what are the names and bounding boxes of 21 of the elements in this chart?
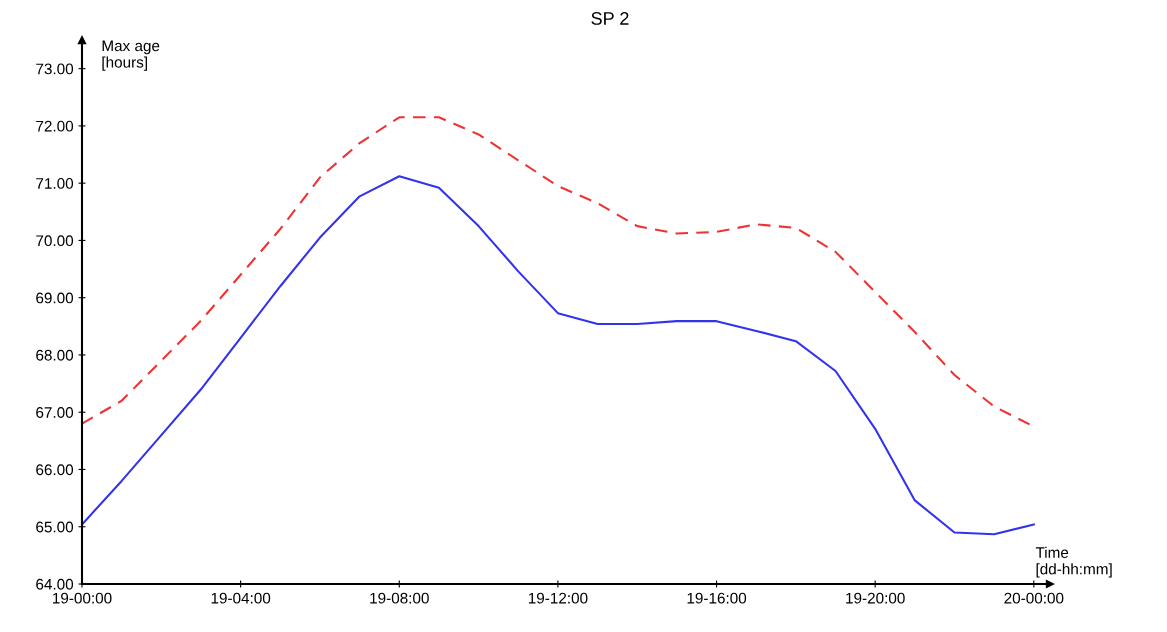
y-tick-label: 72.00 [36, 120, 74, 132]
x-tick-label: 19-04:00 [211, 592, 271, 604]
x-tick-label: 19-20:00 [846, 592, 905, 604]
y-tick-label: 66.00 [36, 464, 74, 476]
y-tick-label: 67.00 [36, 407, 74, 418]
y-tick-label: 70.00 [36, 235, 74, 247]
x-axis-title: Time [dd-hh:mm] [1035, 546, 1112, 578]
y-tick-label: 71.00 [36, 178, 74, 189]
line-series [82, 175, 1035, 536]
chart-title: SP 2 [591, 12, 629, 25]
y-tick-label: 73.00 [36, 63, 74, 75]
y-tick-label: 68.00 [36, 349, 74, 361]
x-tick-label: 19-12:00 [528, 592, 588, 604]
x-tick-label: 20-00:00 [1004, 592, 1064, 604]
x-tick-label: 19-08:00 [370, 592, 429, 604]
x-tick-label: 19-16:00 [687, 592, 747, 604]
y-axis-title: Max age [hours] [102, 40, 160, 71]
x-tick-label: 19-00:00 [53, 592, 112, 604]
y-tick-label: 69.00 [36, 292, 74, 304]
y-tick-label: 65.00 [36, 521, 74, 533]
y-tick-label: 64.00 [36, 578, 74, 590]
